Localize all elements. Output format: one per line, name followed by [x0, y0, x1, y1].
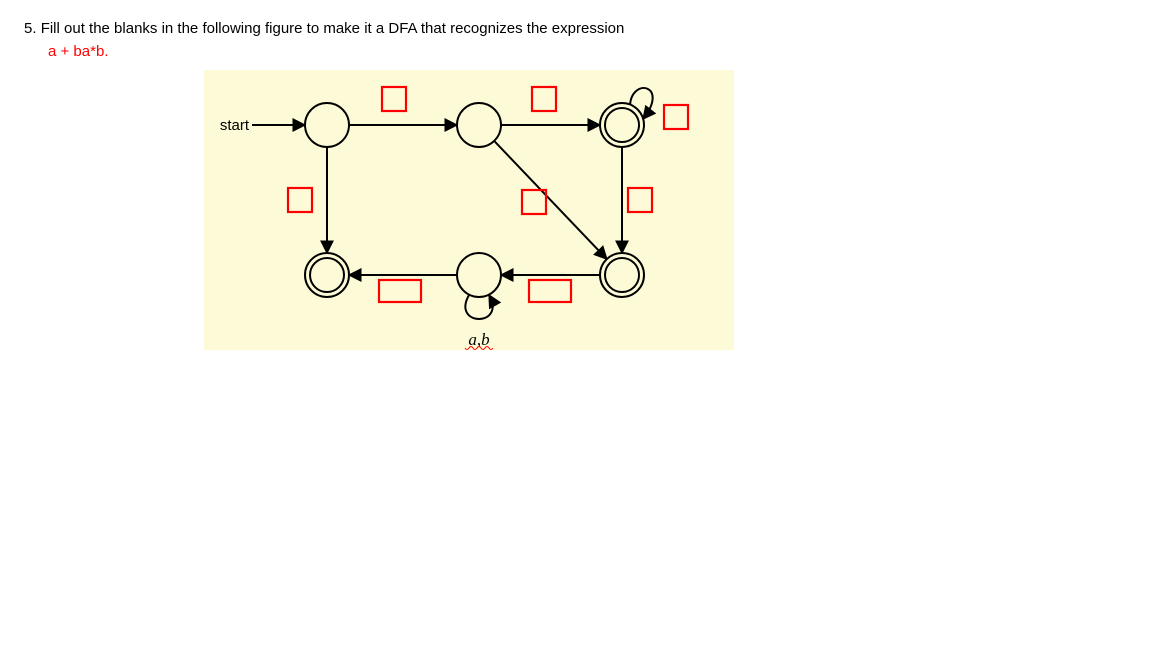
state-q1: [457, 103, 501, 147]
state-q3: [305, 253, 349, 297]
state-q0: [305, 103, 349, 147]
start-label: start: [220, 117, 250, 134]
question-text: Fill out the blanks in the following fig…: [41, 20, 625, 37]
question-line: 5. Fill out the blanks in the following …: [24, 20, 1128, 37]
state-q5: [600, 253, 644, 297]
state-q4: [457, 253, 501, 297]
dfa-diagram-container: starta,b: [204, 70, 1128, 354]
question-number: 5.: [24, 20, 37, 37]
expression-text: a + ba*b.: [24, 43, 1128, 60]
dfa-diagram: starta,b: [204, 70, 734, 350]
state-q2: [600, 103, 644, 147]
